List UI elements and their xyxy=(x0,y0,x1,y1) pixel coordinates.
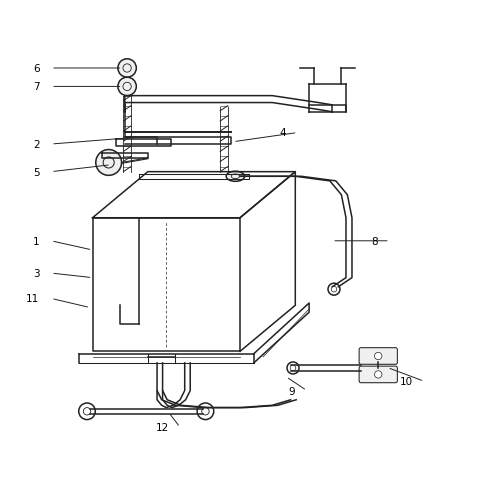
Ellipse shape xyxy=(226,172,245,182)
Text: 12: 12 xyxy=(156,422,168,432)
Text: 8: 8 xyxy=(372,236,378,246)
FancyBboxPatch shape xyxy=(359,366,397,383)
Text: 6: 6 xyxy=(33,64,39,74)
Text: 1: 1 xyxy=(33,236,39,246)
Text: 5: 5 xyxy=(33,167,39,177)
Text: 4: 4 xyxy=(279,128,286,138)
Circle shape xyxy=(374,353,382,360)
Circle shape xyxy=(374,371,382,378)
Circle shape xyxy=(118,60,136,78)
Text: 3: 3 xyxy=(33,269,39,279)
Text: 2: 2 xyxy=(33,140,39,150)
Text: 7: 7 xyxy=(33,82,39,92)
Text: 9: 9 xyxy=(288,386,295,396)
Text: 10: 10 xyxy=(400,377,413,387)
Circle shape xyxy=(118,78,136,96)
Text: 11: 11 xyxy=(26,294,39,304)
Circle shape xyxy=(96,150,121,176)
FancyBboxPatch shape xyxy=(359,348,397,365)
